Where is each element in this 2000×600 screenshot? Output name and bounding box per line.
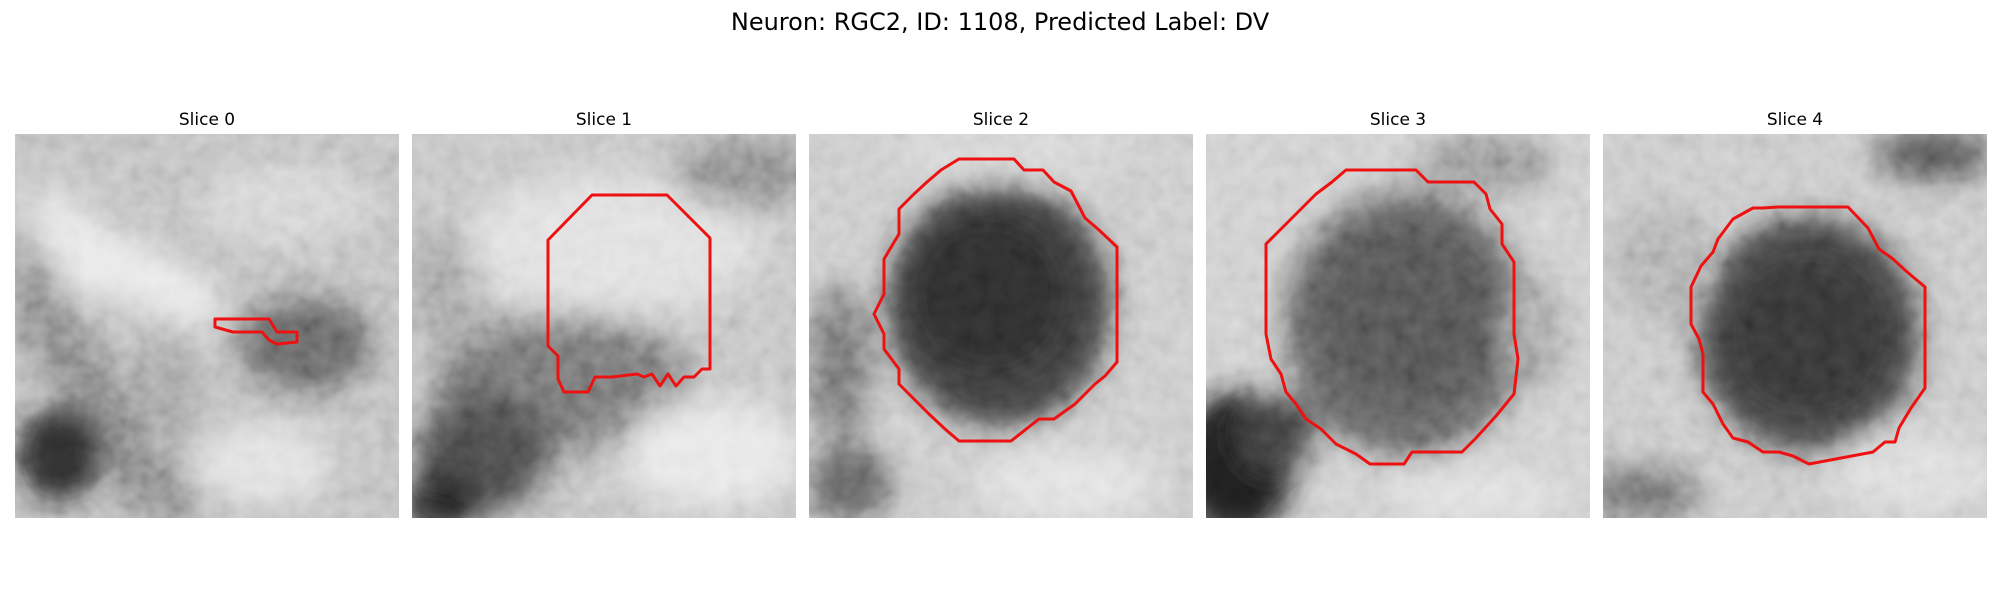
- segmentation-contour-2: [872, 157, 1119, 443]
- segmentation-contour-4: [1689, 205, 1927, 466]
- slice-panel-0: Slice 0: [15, 108, 399, 518]
- slice-image-3: [1206, 134, 1590, 518]
- figure-title: Neuron: RGC2, ID: 1108, Predicted Label:…: [730, 8, 1270, 36]
- slice-image-1: [412, 134, 796, 518]
- slice-image-4: [1603, 134, 1987, 518]
- segmentation-contour-1: [546, 193, 712, 394]
- slice-title-4: Slice 4: [1766, 110, 1824, 130]
- slice-panel-3: Slice 3: [1206, 108, 1590, 518]
- slice-title-0: Slice 0: [178, 110, 236, 130]
- slice-image-0: [15, 134, 399, 518]
- slice-image-svg-3: [1206, 134, 1590, 518]
- slice-image-svg-2: [809, 134, 1193, 518]
- slice-image-2: [809, 134, 1193, 518]
- slice-image-svg-4: [1603, 134, 1987, 518]
- slice-title-1: Slice 1: [575, 110, 633, 130]
- slice-image-svg-0: [15, 134, 399, 518]
- slice-title-3: Slice 3: [1369, 110, 1427, 130]
- slice-image-svg-1: [412, 134, 796, 518]
- slice-panel-4: Slice 4: [1603, 108, 1987, 518]
- slice-title-2: Slice 2: [972, 110, 1030, 130]
- segmentation-contour-0: [213, 317, 299, 346]
- slice-panel-1: Slice 1: [412, 108, 796, 518]
- slice-panel-2: Slice 2: [809, 108, 1193, 518]
- segmentation-contour-3: [1264, 168, 1520, 466]
